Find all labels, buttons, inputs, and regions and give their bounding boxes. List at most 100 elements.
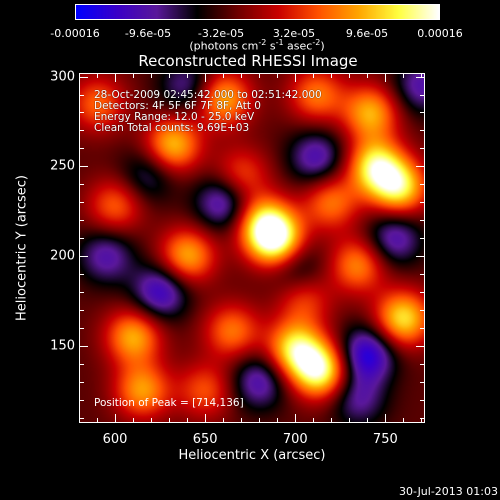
y-tick-mark: [420, 184, 424, 186]
x-tick-mark: [187, 74, 189, 78]
y-tick-mark: [80, 327, 84, 329]
x-tick-label: 700: [282, 432, 308, 447]
colorbar-tick-label: 0.00016: [417, 27, 463, 40]
y-tick-mark: [80, 345, 88, 347]
y-tick-mark: [80, 76, 88, 78]
y-tick-label: 300: [50, 69, 75, 85]
x-tick-mark: [241, 418, 243, 422]
x-tick-mark: [223, 418, 225, 422]
info-time-range: 28-Oct-2009 02:45:42.000 to 02:51:42.000: [94, 89, 322, 101]
colorbar-tick-label: -3.2e-05: [197, 27, 245, 40]
x-tick-mark: [151, 418, 153, 422]
y-tick-mark: [420, 112, 424, 114]
y-tick-mark: [80, 184, 84, 186]
y-tick-mark: [80, 166, 88, 168]
x-tick-mark: [403, 418, 405, 422]
x-tick-mark: [421, 74, 423, 78]
colorbar-tick-label: 9.6e-05: [345, 27, 389, 40]
x-tick-mark: [295, 74, 297, 82]
y-tick-mark: [420, 327, 424, 329]
x-tick-mark: [331, 418, 333, 422]
x-tick-label: 750: [372, 432, 398, 447]
y-tick-mark: [420, 309, 424, 311]
x-tick-mark: [313, 74, 315, 78]
y-tick-mark: [416, 166, 424, 168]
y-tick-mark: [420, 381, 424, 383]
heatmap-image: [79, 73, 425, 423]
y-tick-mark: [420, 94, 424, 96]
y-tick-mark: [416, 256, 424, 258]
y-tick-mark: [80, 238, 84, 240]
x-tick-mark: [403, 74, 405, 78]
y-tick-mark: [416, 76, 424, 78]
info-clean-counts: Clean Total counts: 9.69E+03: [94, 122, 250, 134]
y-tick-mark: [420, 363, 424, 365]
y-tick-mark: [80, 202, 84, 204]
x-tick-mark: [151, 74, 153, 78]
y-tick-mark: [80, 256, 88, 258]
x-tick-mark: [223, 74, 225, 78]
chart-title: Reconstructed RHESSI Image: [138, 52, 358, 70]
y-tick-mark: [420, 274, 424, 276]
y-tick-mark: [80, 399, 84, 401]
y-tick-mark: [420, 202, 424, 204]
x-tick-mark: [331, 74, 333, 78]
x-tick-mark: [367, 418, 369, 422]
y-tick-mark: [420, 220, 424, 222]
y-tick-label: 250: [50, 158, 75, 174]
x-tick-mark: [205, 74, 207, 82]
x-tick-mark: [259, 418, 261, 422]
y-tick-mark: [420, 238, 424, 240]
peak-position-label: Position of Peak = [714,136]: [94, 397, 244, 409]
y-tick-mark: [80, 291, 84, 293]
x-tick-label: 600: [102, 432, 128, 447]
y-tick-mark: [420, 417, 424, 419]
x-tick-mark: [97, 418, 99, 422]
x-tick-mark: [133, 74, 135, 78]
y-tick-mark: [80, 130, 84, 132]
y-axis-label: Heliocentric Y (arcsec): [14, 175, 30, 321]
y-tick-mark: [80, 274, 84, 276]
y-tick-mark: [80, 112, 84, 114]
x-tick-mark: [367, 74, 369, 78]
x-tick-label: 650: [192, 432, 218, 447]
x-tick-mark: [133, 418, 135, 422]
colorbar-tick-label: 3.2e-05: [272, 27, 316, 40]
x-tick-mark: [295, 414, 297, 422]
x-tick-mark: [169, 418, 171, 422]
x-tick-mark: [277, 74, 279, 78]
x-tick-mark: [115, 414, 117, 422]
y-tick-mark: [80, 220, 84, 222]
x-tick-mark: [97, 74, 99, 78]
x-tick-mark: [385, 74, 387, 82]
x-tick-mark: [277, 418, 279, 422]
plot-frame: [79, 73, 425, 423]
colorbar: [75, 4, 440, 20]
y-tick-mark: [80, 381, 84, 383]
x-tick-mark: [349, 418, 351, 422]
y-tick-mark: [420, 291, 424, 293]
y-tick-mark: [80, 94, 84, 96]
y-tick-mark: [80, 363, 84, 365]
colorbar-tick-label: -9.6e-05: [124, 27, 172, 40]
generation-timestamp: 30-Jul-2013 01:03: [398, 485, 498, 498]
info-energy-range: Energy Range: 12.0 - 25.0 keV: [94, 111, 255, 123]
y-tick-mark: [416, 345, 424, 347]
y-tick-mark: [420, 130, 424, 132]
x-tick-mark: [187, 418, 189, 422]
x-tick-mark: [169, 74, 171, 78]
x-tick-mark: [349, 74, 351, 78]
x-tick-mark: [313, 418, 315, 422]
y-tick-label: 150: [50, 338, 75, 354]
y-tick-label: 200: [50, 248, 75, 264]
x-tick-mark: [385, 414, 387, 422]
colorbar-units: (photons cm-2 s-1 asec-2): [189, 38, 325, 53]
y-tick-mark: [420, 148, 424, 150]
x-tick-mark: [115, 74, 117, 82]
x-tick-mark: [421, 418, 423, 422]
y-tick-mark: [80, 309, 84, 311]
x-tick-mark: [205, 414, 207, 422]
x-axis-label: Heliocentric X (arcsec): [178, 448, 326, 463]
info-detectors: Detectors: 4F 5F 6F 7F 8F, Att 0: [94, 100, 261, 112]
